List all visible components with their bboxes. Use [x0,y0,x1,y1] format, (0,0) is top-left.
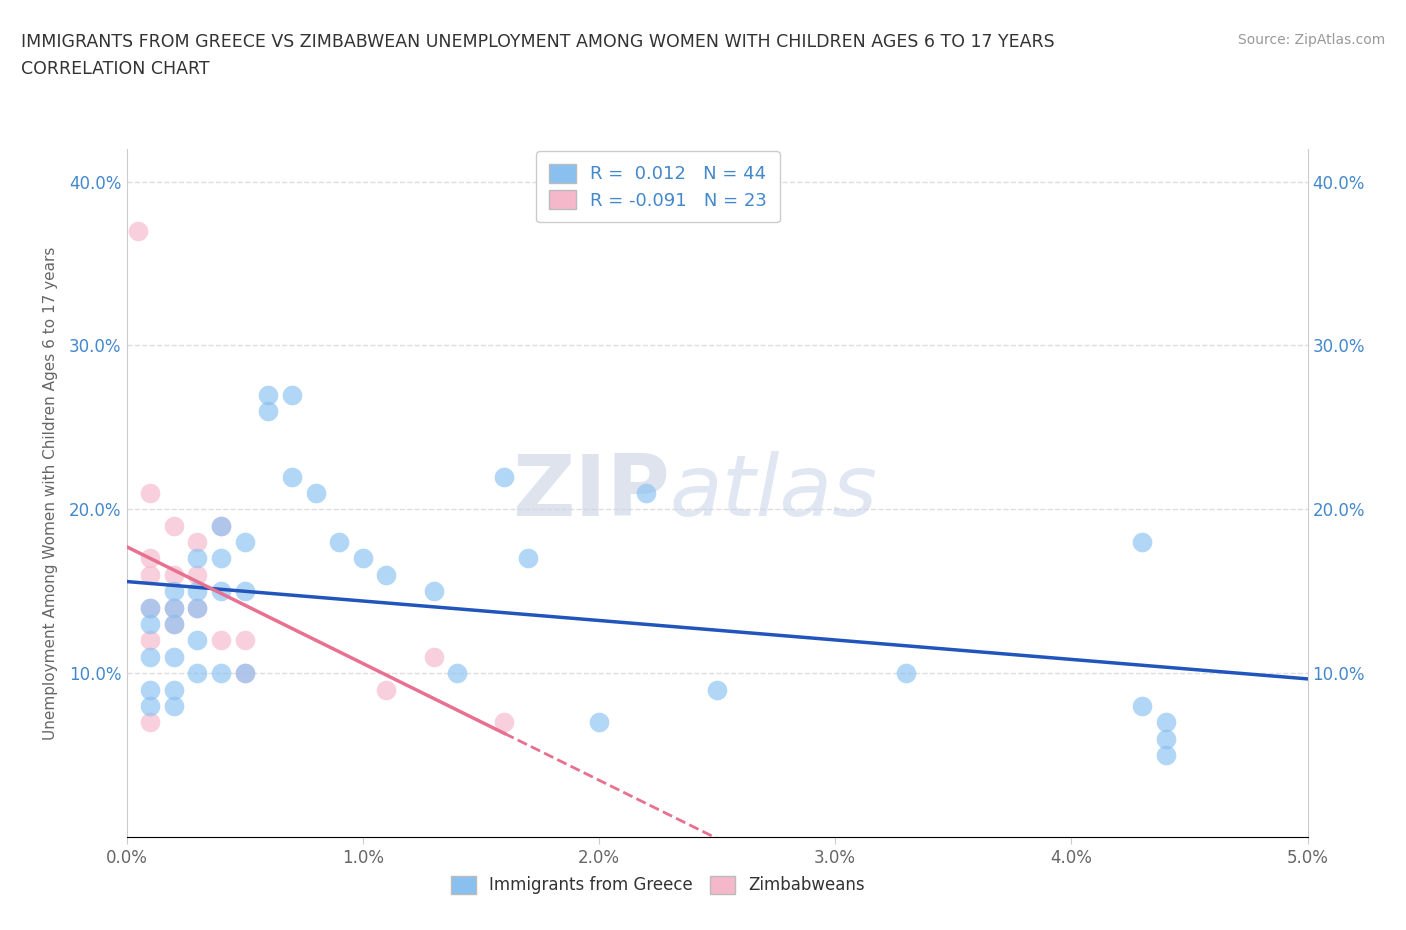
Point [233,666,256,681]
Point [375,682,398,697]
Point [517,551,540,565]
Point [636,485,658,500]
Point [163,600,186,615]
Point [186,600,208,615]
Text: IMMIGRANTS FROM GREECE VS ZIMBABWEAN UNEMPLOYMENT AMONG WOMEN WITH CHILDREN AGES: IMMIGRANTS FROM GREECE VS ZIMBABWEAN UNE… [21,33,1054,50]
Point [163,617,186,631]
Point [257,387,280,402]
Text: atlas: atlas [669,451,877,535]
Text: Source: ZipAtlas.com: Source: ZipAtlas.com [1237,33,1385,46]
Point [894,666,917,681]
Point [494,469,516,484]
Point [139,633,162,648]
Point [304,485,326,500]
Point [209,633,232,648]
Point [706,682,728,697]
Point [186,535,208,550]
Point [139,551,162,565]
Point [127,223,149,238]
Point [163,617,186,631]
Point [422,649,444,664]
Point [209,518,232,533]
Point [163,584,186,599]
Point [281,387,304,402]
Point [257,404,280,418]
Point [186,633,208,648]
Point [139,715,162,730]
Text: ZIP: ZIP [512,451,669,535]
Point [186,600,208,615]
Point [186,584,208,599]
Point [209,584,232,599]
Y-axis label: Unemployment Among Women with Children Ages 6 to 17 years: Unemployment Among Women with Children A… [44,246,58,739]
Text: CORRELATION CHART: CORRELATION CHART [21,60,209,78]
Point [139,600,162,615]
Point [233,633,256,648]
Point [139,698,162,713]
Point [494,715,516,730]
Point [446,666,468,681]
Point [233,535,256,550]
Point [328,535,350,550]
Point [139,617,162,631]
Point [186,666,208,681]
Point [163,682,186,697]
Legend: Immigrants from Greece, Zimbabweans: Immigrants from Greece, Zimbabweans [437,862,879,908]
Point [588,715,610,730]
Point [1130,535,1153,550]
Point [209,666,232,681]
Point [163,567,186,582]
Point [233,584,256,599]
Point [163,600,186,615]
Point [209,551,232,565]
Point [139,600,162,615]
Point [1154,748,1177,763]
Point [139,649,162,664]
Point [352,551,374,565]
Point [1130,698,1153,713]
Point [209,518,232,533]
Point [186,567,208,582]
Point [375,567,398,582]
Point [139,567,162,582]
Point [163,518,186,533]
Point [422,584,444,599]
Point [233,666,256,681]
Point [1154,731,1177,746]
Point [139,682,162,697]
Point [186,551,208,565]
Point [281,469,304,484]
Point [163,698,186,713]
Point [1154,715,1177,730]
Point [139,485,162,500]
Point [163,649,186,664]
